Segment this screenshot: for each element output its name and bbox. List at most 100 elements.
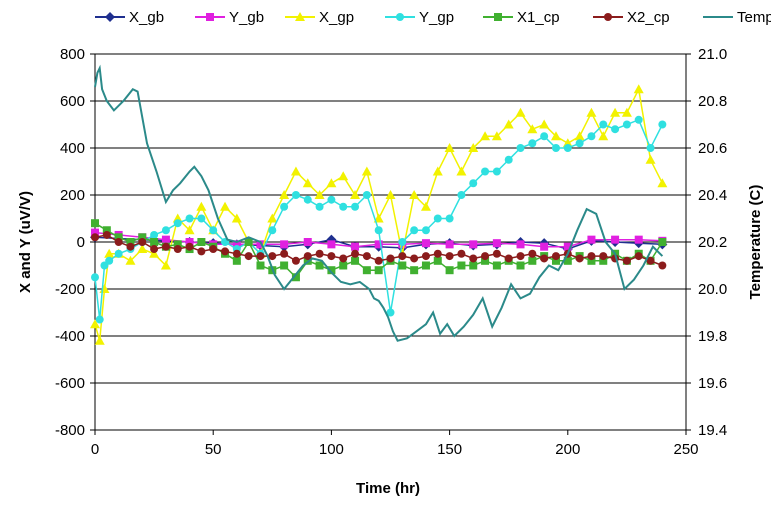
- data-point: [102, 226, 111, 235]
- data-point: [398, 252, 407, 261]
- data-point: [91, 233, 99, 242]
- data-point: [114, 233, 123, 242]
- legend-item-temp: Temp: [703, 9, 771, 26]
- data-point: [105, 256, 114, 265]
- data-point: [303, 238, 312, 246]
- data-point: [374, 256, 383, 265]
- data-point: [351, 202, 360, 211]
- series-layer: [90, 64, 668, 345]
- data-point: [209, 245, 218, 254]
- data-point: [410, 266, 419, 275]
- y2-tick-label: 20.2: [698, 234, 727, 251]
- legend-label: X_gp: [319, 9, 354, 26]
- data-point: [315, 249, 324, 258]
- data-point: [373, 213, 384, 223]
- data-point: [280, 249, 289, 258]
- data-point: [492, 239, 501, 248]
- data-point: [494, 13, 502, 21]
- data-point: [280, 202, 289, 211]
- data-point: [468, 143, 479, 152]
- data-point: [587, 132, 596, 141]
- data-point: [161, 235, 170, 244]
- data-point: [622, 120, 631, 129]
- data-point: [527, 124, 538, 134]
- data-point: [279, 190, 290, 199]
- data-point: [374, 226, 383, 235]
- data-point: [314, 190, 325, 199]
- x-tick-label: 250: [673, 441, 698, 458]
- data-point: [396, 13, 404, 21]
- y-tick-label: -400: [55, 328, 85, 345]
- data-point: [575, 254, 584, 263]
- legend-label: Y_gp: [419, 9, 454, 26]
- data-point: [362, 191, 371, 199]
- data-point: [137, 244, 148, 254]
- data-point: [587, 252, 596, 261]
- data-point: [327, 266, 336, 275]
- data-point: [268, 226, 277, 235]
- data-point: [244, 252, 253, 261]
- data-point: [445, 240, 454, 249]
- legend-item-x-gb: X_gb: [95, 9, 164, 26]
- data-point: [339, 261, 348, 270]
- data-point: [410, 226, 419, 235]
- data-point: [303, 252, 312, 261]
- y2-tick-label: 21.0: [698, 46, 727, 63]
- legend-label: Temp: [737, 9, 771, 26]
- data-point: [362, 266, 371, 275]
- data-point: [339, 202, 348, 211]
- data-point: [457, 191, 466, 199]
- data-point: [421, 226, 430, 235]
- series-temp: [94, 64, 664, 342]
- data-point: [480, 131, 491, 141]
- data-point: [433, 214, 442, 223]
- data-point: [149, 248, 160, 258]
- data-point: [327, 240, 336, 249]
- data-point: [303, 195, 312, 204]
- y-tick-label: 200: [60, 187, 85, 204]
- data-point: [104, 248, 115, 258]
- data-point: [105, 12, 115, 22]
- data-point: [91, 228, 99, 237]
- data-point: [469, 179, 478, 188]
- data-point: [197, 238, 206, 246]
- data-point: [386, 308, 395, 317]
- data-point: [551, 252, 560, 261]
- data-point: [516, 252, 525, 261]
- data-point: [351, 249, 360, 258]
- data-point: [232, 256, 241, 265]
- x-tick-label: 50: [205, 441, 222, 458]
- data-point: [504, 155, 513, 164]
- data-point: [94, 335, 105, 345]
- y-tick-label: 600: [60, 93, 85, 110]
- data-point: [551, 256, 560, 265]
- data-point: [658, 120, 667, 129]
- legend-item-y-gb: Y_gb: [195, 9, 264, 26]
- data-point: [550, 131, 561, 141]
- data-point: [290, 166, 301, 176]
- data-point: [409, 190, 420, 199]
- data-point: [516, 144, 525, 152]
- legend-item-y-gp: Y_gp: [385, 9, 454, 26]
- data-point: [599, 252, 608, 261]
- data-point: [102, 230, 111, 239]
- y2-axis-title: Temperature (C): [747, 185, 764, 300]
- y-tick-label: 800: [60, 46, 85, 63]
- data-point: [125, 255, 136, 265]
- data-point: [114, 249, 123, 258]
- data-point: [91, 219, 99, 228]
- data-point: [528, 249, 537, 258]
- data-point: [338, 171, 349, 181]
- data-point: [469, 254, 478, 263]
- data-point: [528, 139, 537, 148]
- data-point: [339, 254, 348, 263]
- data-point: [398, 238, 407, 246]
- data-point: [196, 201, 207, 211]
- axes: -800 -600 -400 -200 0 200 400 600 800 19.4 19.6 19.…: [55, 46, 727, 458]
- data-point: [587, 235, 596, 244]
- data-point: [185, 238, 194, 246]
- series-x-gp: [90, 84, 668, 345]
- data-point: [267, 213, 278, 223]
- data-point: [232, 240, 241, 249]
